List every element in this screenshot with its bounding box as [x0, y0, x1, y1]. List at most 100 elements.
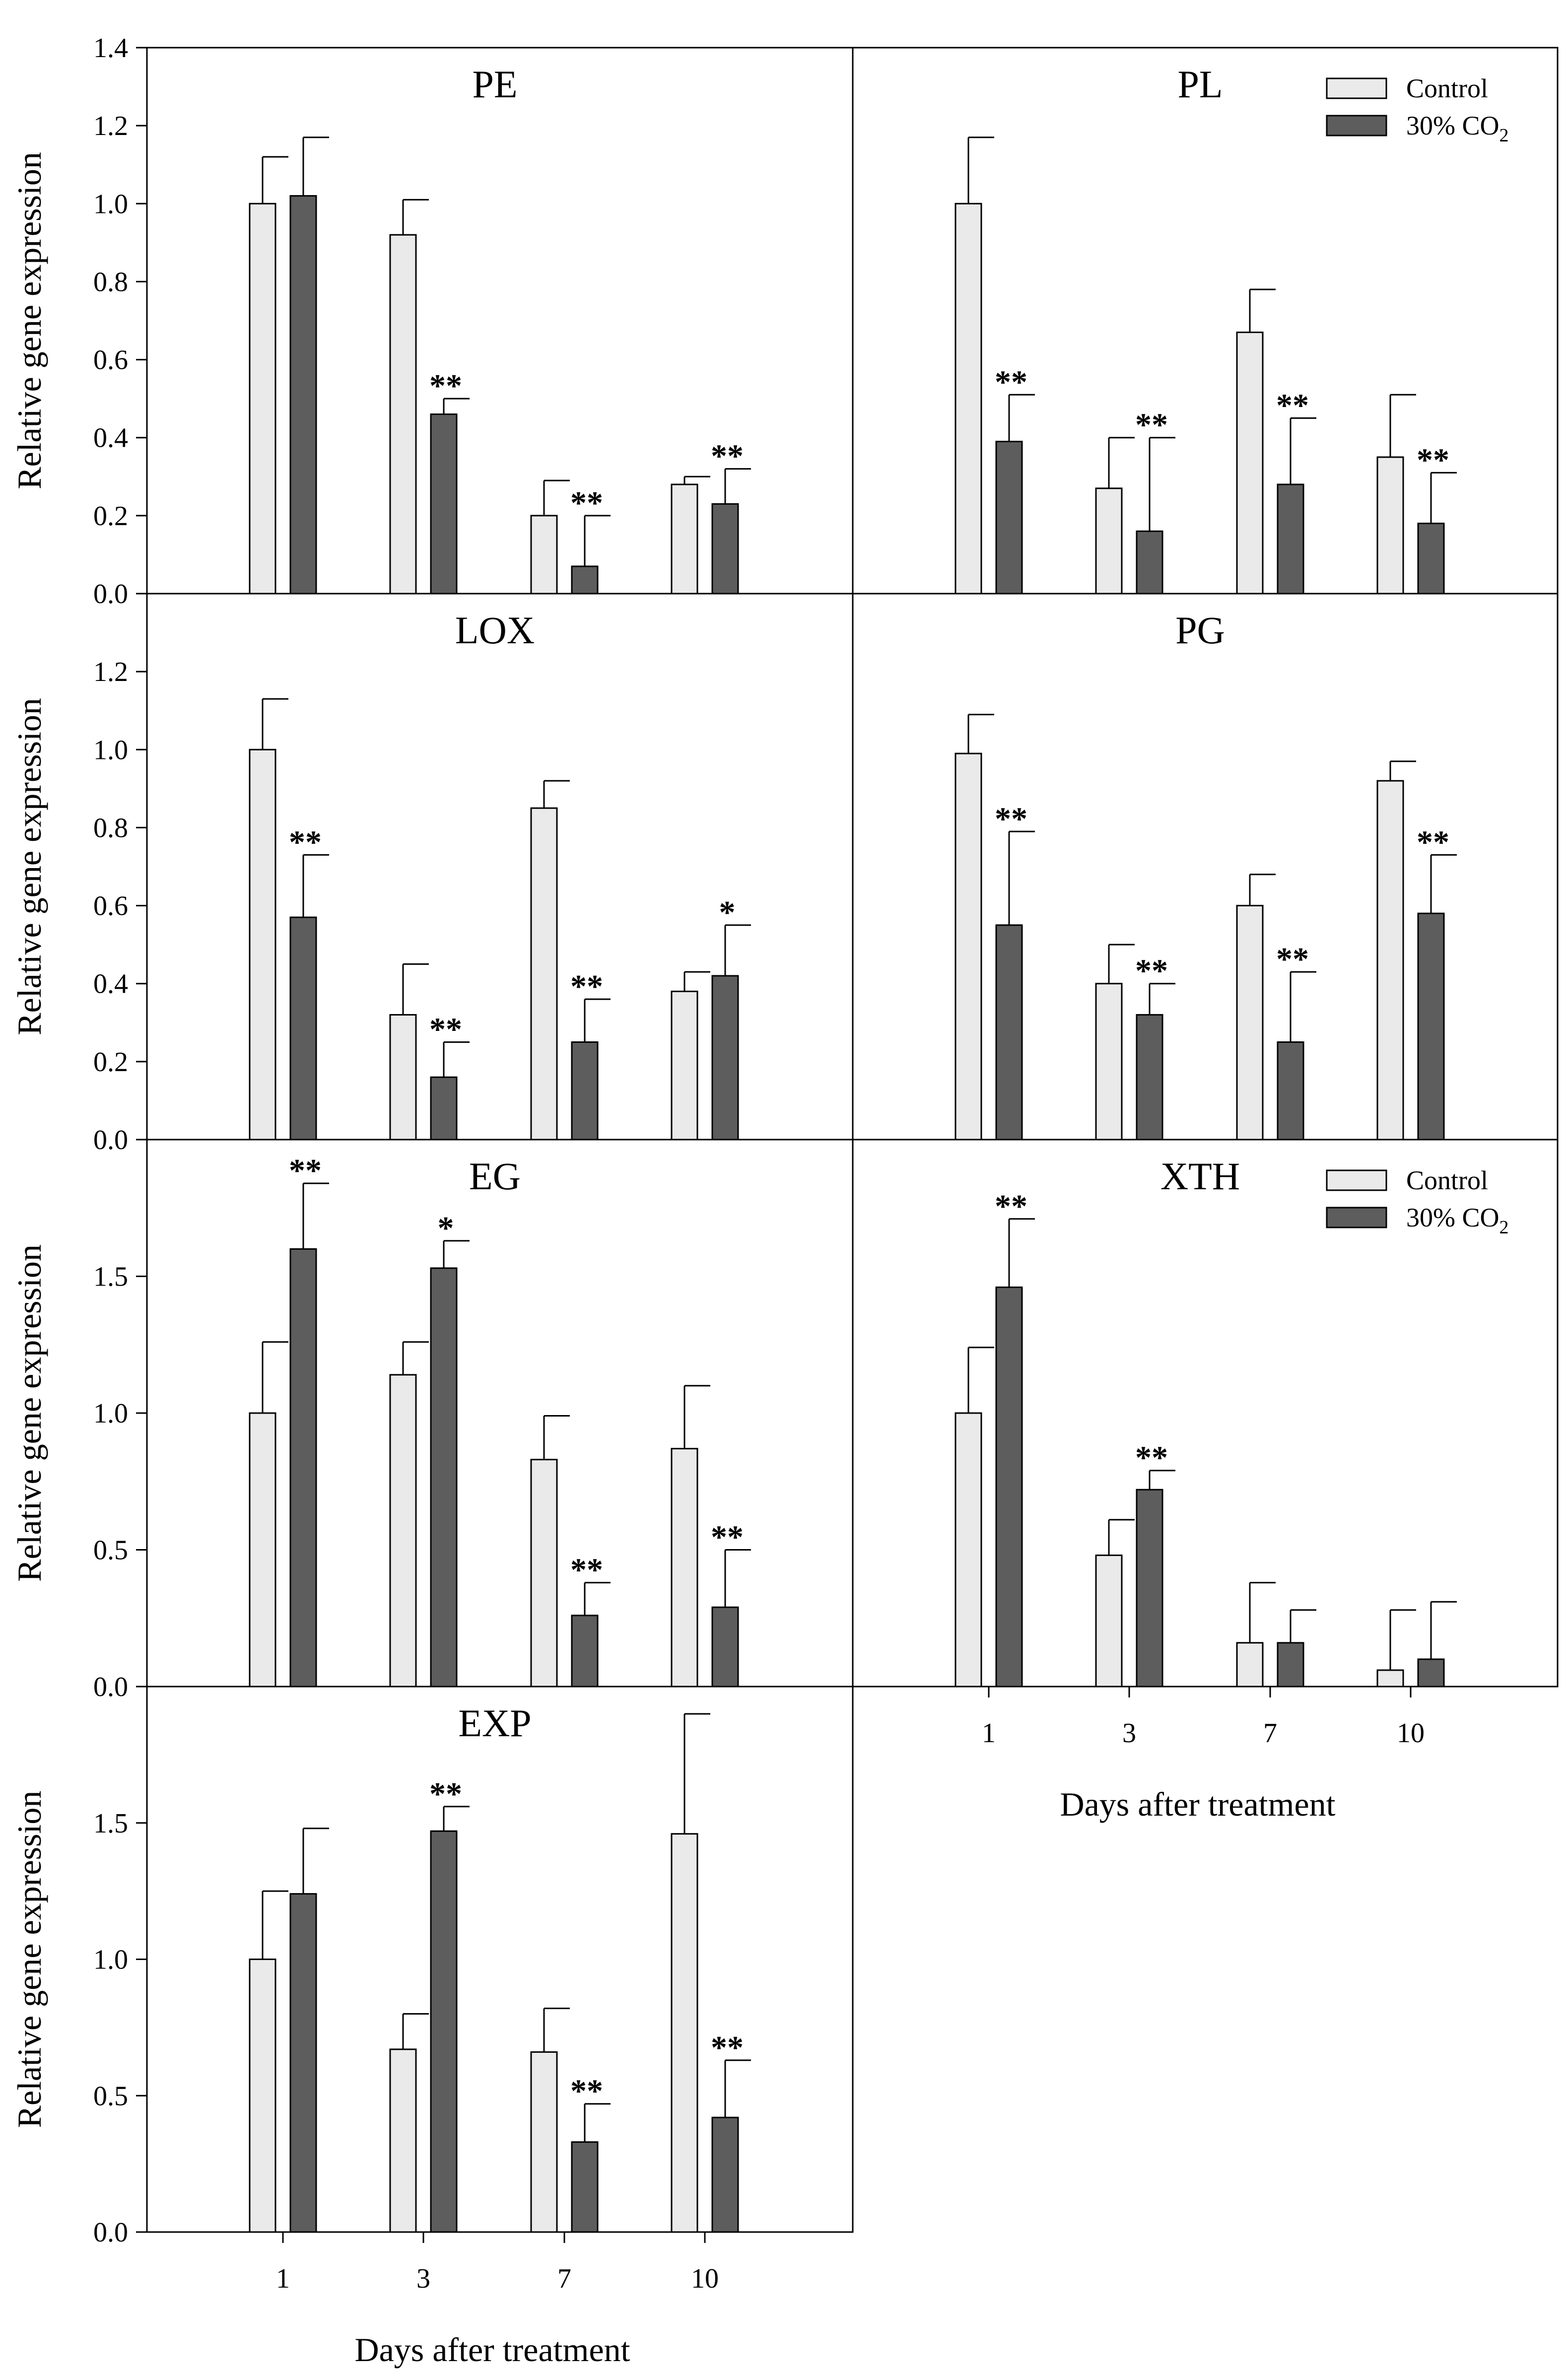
bar-co2-day-10 [1417, 912, 1445, 1141]
bar-control-day-1 [954, 752, 982, 1141]
bar-co2-day-1 [995, 924, 1023, 1141]
bar-co2-day-3 [430, 1830, 458, 2233]
bar-co2-day-1 [289, 916, 317, 1141]
bar-control-day-1 [249, 748, 276, 1141]
significance-marker: ** [429, 1012, 462, 1048]
bar-control-day-10 [671, 1448, 698, 1688]
legend-label-co2-subscript: 2 [1500, 1217, 1509, 1238]
x-tick-label: 3 [416, 2263, 430, 2294]
significance-marker: ** [429, 368, 462, 404]
significance-marker: ** [1135, 1440, 1168, 1476]
x-axis-label: Days after treatment [1060, 1785, 1335, 1823]
significance-marker: ** [1135, 953, 1168, 989]
y-tick-label: 1.5 [93, 1808, 128, 1839]
bar-co2-day-10 [711, 2116, 739, 2233]
bar-co2-day-10 [711, 503, 739, 595]
bar-co2-day-7 [1277, 1041, 1304, 1141]
significance-marker: ** [289, 1153, 322, 1189]
y-axis-label: Relative gene expression [10, 1791, 48, 2128]
panel-exp: EXP 0.0 0.5 1.0 1.5 Relative gene expression *… [10, 1686, 854, 2369]
panel-title: XTH [1160, 1154, 1240, 1198]
legend-swatch-control [1326, 1169, 1387, 1191]
y-tick-label: 0.0 [93, 579, 128, 610]
y-tick-label: 1.2 [93, 657, 128, 687]
bar-control-day-10 [671, 990, 698, 1141]
significance-marker: * [438, 1210, 454, 1246]
legend: Control 30% CO2 [1326, 73, 1509, 146]
significance-marker: ** [570, 1552, 603, 1588]
significance-marker: ** [1417, 442, 1449, 478]
bar-co2-day-10 [1417, 523, 1445, 595]
y-tick-label: 1.0 [93, 189, 128, 219]
significance-marker: ** [1417, 824, 1449, 860]
bar-co2-day-3 [430, 1267, 458, 1688]
bar-co2-day-10 [1417, 1658, 1445, 1688]
panel-pg: PG ** ** ** ** [852, 593, 1559, 1141]
significance-marker: ** [570, 485, 603, 521]
panel-xth: XTH ** ** 1 3 7 10 Days after treatment Control 3… [852, 1139, 1559, 1823]
panel-title: LOX [455, 609, 535, 652]
x-tick-label: 3 [1122, 1718, 1136, 1749]
bar-control-day-3 [1095, 487, 1123, 595]
y-tick-label: 0.5 [93, 1535, 128, 1566]
significance-marker: ** [995, 801, 1027, 837]
bar-control-day-3 [1095, 1555, 1123, 1688]
bar-control-day-10 [671, 483, 698, 595]
bar-control-day-7 [530, 1459, 558, 1688]
panel-pl: PL ** ** ** ** Control 30% CO2 [852, 47, 1559, 595]
bar-control-day-1 [954, 1412, 982, 1688]
legend-label-co2: 30% CO2 [1406, 1203, 1509, 1238]
y-tick-label: 0.0 [93, 1672, 128, 1702]
y-tick-label: 1.5 [93, 1262, 128, 1292]
legend-label-control: Control [1406, 1165, 1488, 1195]
y-axis-label: Relative gene expression [10, 698, 48, 1035]
legend-swatch-co2 [1326, 1207, 1387, 1228]
y-tick-label: 1.0 [93, 735, 128, 765]
legend-label-control: Control [1406, 73, 1488, 103]
bar-co2-day-3 [1136, 530, 1163, 595]
significance-marker: ** [1276, 941, 1309, 977]
bar-control-day-10 [1376, 456, 1404, 595]
significance-marker: ** [429, 1776, 462, 1812]
bar-co2-day-3 [1136, 1014, 1163, 1141]
bar-co2-day-7 [571, 2141, 599, 2233]
y-tick-label: 1.4 [93, 33, 128, 64]
significance-marker: ** [1135, 407, 1168, 443]
bar-control-day-10 [1376, 780, 1404, 1141]
bar-co2-day-7 [571, 1041, 599, 1141]
y-tick-label: 0.6 [93, 891, 128, 922]
significance-marker: ** [711, 438, 744, 475]
legend-label-co2: 30% CO2 [1406, 111, 1509, 146]
y-tick-label: 0.2 [93, 501, 128, 532]
bar-control-day-1 [249, 203, 276, 595]
bar-control-day-7 [530, 515, 558, 595]
panel-pe: PE 0.0 0.2 0.4 0.6 0.8 1.0 1.2 1.4 Relative gene … [10, 33, 854, 610]
significance-marker: ** [570, 2073, 603, 2109]
bar-co2-day-7 [571, 1615, 599, 1688]
bar-control-day-1 [954, 203, 982, 595]
y-tick-label: 0.8 [93, 267, 128, 297]
bar-control-day-3 [389, 234, 417, 595]
x-tick-label: 1 [276, 2263, 290, 2294]
y-tick-label: 0.6 [93, 345, 128, 376]
significance-marker: ** [1276, 387, 1309, 423]
bar-co2-day-10 [711, 975, 739, 1141]
x-axis-label: Days after treatment [354, 2331, 630, 2369]
bar-control-day-1 [249, 1412, 276, 1688]
bar-co2-day-1 [289, 1248, 317, 1688]
bar-co2-day-7 [1277, 1642, 1304, 1688]
significance-marker: ** [570, 968, 603, 1005]
y-tick-label: 1.0 [93, 1945, 128, 1975]
bar-co2-day-1 [995, 1287, 1023, 1688]
bar-control-day-7 [530, 807, 558, 1141]
legend-label-co2-subscript: 2 [1500, 125, 1509, 146]
panel-lox: LOX 0.0 0.2 0.4 0.6 0.8 1.0 1.2 Relative gene ex… [10, 593, 854, 1155]
x-tick-label: 7 [557, 2263, 571, 2294]
y-tick-label: 0.0 [93, 1125, 128, 1155]
significance-marker: ** [995, 1188, 1027, 1224]
y-tick-label: 0.2 [93, 1047, 128, 1078]
panel-title: EG [469, 1154, 521, 1198]
bar-control-day-1 [249, 1959, 276, 2233]
